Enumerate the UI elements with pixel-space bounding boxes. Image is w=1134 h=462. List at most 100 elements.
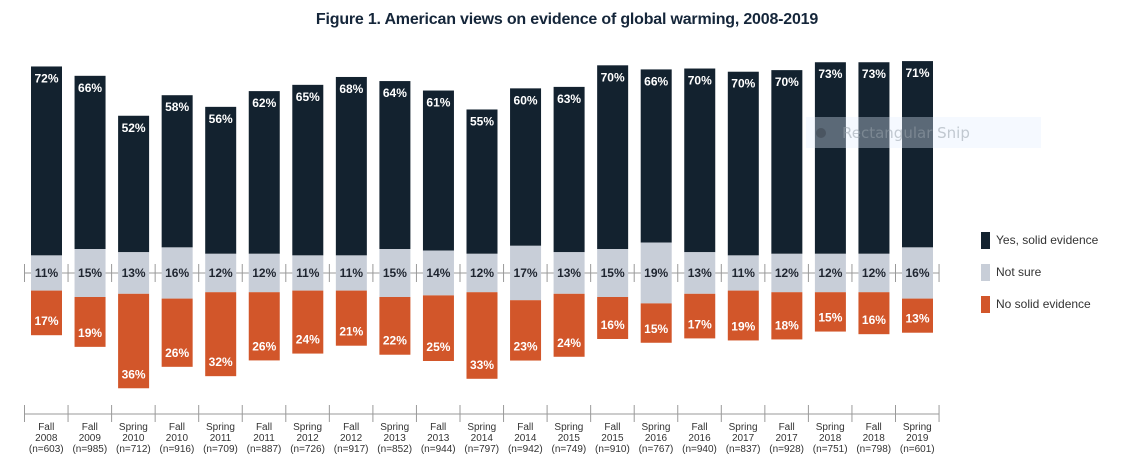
x-tick-label: (n=712) [116, 444, 151, 455]
data-label-not-sure: 11% [732, 266, 756, 280]
bar-not-sure [118, 252, 150, 294]
bar-no-solid-evidence [248, 292, 280, 361]
bar-yes-solid-evidence [74, 75, 106, 249]
bar-yes-solid-evidence [597, 65, 629, 249]
x-tick-label: (n=916) [160, 444, 195, 455]
x-tick-label: 2009 [79, 433, 102, 444]
x-tick-label: Spring [119, 422, 148, 433]
x-tick-label: (n=798) [856, 444, 891, 455]
bar-yes-solid-evidence [379, 81, 411, 250]
data-label-not-sure: 16% [905, 266, 929, 280]
data-label-no: 24% [557, 336, 581, 350]
data-label-no: 26% [165, 346, 189, 360]
data-label-not-sure: 13% [688, 266, 712, 280]
data-label-not-sure: 12% [209, 266, 233, 280]
rectangular-snip-tooltip[interactable]: Rectangular Snip [806, 117, 1041, 148]
data-label-no: 17% [688, 317, 712, 331]
data-label-yes: 58% [165, 100, 189, 114]
bar-no-solid-evidence [597, 297, 629, 339]
x-tick-label: Fall [256, 422, 272, 433]
x-tick-label: (n=837) [726, 444, 761, 455]
bar-no-solid-evidence [161, 298, 193, 367]
x-tick-label: 2014 [514, 433, 537, 444]
legend-label-no: No solid evidence [996, 297, 1091, 311]
data-label-no: 16% [862, 313, 886, 327]
data-label-yes: 72% [34, 71, 58, 85]
data-label-not-sure: 13% [122, 266, 146, 280]
bar-yes-solid-evidence [684, 68, 716, 253]
bar-no-solid-evidence [292, 290, 324, 354]
x-tick-label: Fall [343, 422, 359, 433]
bar-no-solid-evidence [205, 292, 237, 377]
data-label-not-sure: 11% [296, 266, 320, 280]
x-tick-label: Spring [903, 422, 932, 433]
bar-yes-solid-evidence [335, 76, 367, 256]
x-tick-label: Spring [293, 422, 322, 433]
bar-no-solid-evidence [727, 290, 759, 341]
x-tick-label: (n=887) [247, 444, 282, 455]
x-tick-label: 2015 [558, 433, 581, 444]
x-tick-label: 2017 [776, 433, 799, 444]
x-tick-label: (n=709) [203, 444, 238, 455]
x-tick-label: Fall [604, 422, 620, 433]
x-tick-label: 2018 [863, 433, 886, 444]
data-label-no: 18% [775, 318, 799, 332]
bar-yes-solid-evidence [422, 90, 454, 251]
data-label-no: 25% [426, 340, 450, 354]
x-tick-label: Fall [779, 422, 795, 433]
data-label-yes: 71% [905, 66, 929, 80]
bar-yes-solid-evidence [510, 88, 542, 246]
data-label-yes: 61% [426, 96, 450, 110]
data-label-not-sure: 12% [862, 266, 886, 280]
data-label-not-sure: 12% [775, 266, 799, 280]
chart-title: Figure 1. American views on evidence of … [315, 11, 819, 28]
bar-not-sure [902, 247, 933, 299]
bar-yes-solid-evidence [118, 115, 150, 253]
x-tick-label: (n=726) [290, 444, 325, 455]
bar-yes-solid-evidence [248, 91, 280, 254]
x-tick-label: 2015 [601, 433, 624, 444]
x-tick-label: 2016 [688, 433, 711, 444]
data-label-no: 19% [78, 326, 102, 340]
x-tick-label: 2011 [253, 433, 275, 444]
bar-not-sure [248, 253, 280, 293]
bar-not-sure [858, 253, 890, 293]
data-label-not-sure: 15% [601, 266, 625, 280]
bar-not-sure [335, 255, 367, 291]
x-tick-label: (n=917) [334, 444, 369, 455]
data-label-yes: 73% [818, 67, 842, 81]
bar-not-sure [379, 249, 411, 297]
data-label-not-sure: 13% [557, 266, 581, 280]
data-label-not-sure: 14% [426, 266, 450, 280]
x-tick-label: (n=601) [900, 444, 935, 455]
data-label-no: 22% [383, 334, 407, 348]
x-tick-label: 2012 [340, 433, 363, 444]
x-tick-label: 2017 [732, 433, 755, 444]
x-tick-label: 2008 [35, 433, 58, 444]
x-tick-label: (n=603) [29, 444, 64, 455]
x-tick-label: (n=797) [464, 444, 499, 455]
snip-mode-label: Rectangular Snip [842, 123, 970, 142]
x-tick-label: Spring [206, 422, 235, 433]
snip-mode-icon [816, 127, 826, 138]
bar-yes-solid-evidence [771, 70, 803, 254]
x-tick-label: (n=942) [508, 444, 543, 455]
data-label-no: 36% [122, 367, 146, 381]
data-label-no: 17% [34, 314, 58, 328]
x-tick-label: 2019 [906, 433, 929, 444]
data-label-yes: 70% [731, 77, 755, 91]
x-tick-label: 2012 [296, 433, 319, 444]
data-label-no: 33% [470, 358, 494, 372]
bar-yes-solid-evidence [553, 86, 585, 253]
legend-label-not-sure: Not sure [996, 265, 1042, 279]
bar-not-sure [510, 245, 542, 301]
x-tick-label: Spring [380, 422, 409, 433]
data-label-no: 26% [252, 339, 276, 353]
data-label-yes: 66% [78, 81, 102, 95]
bar-yes-solid-evidence [205, 106, 237, 254]
data-label-yes: 73% [862, 67, 886, 81]
x-tick-label: Fall [38, 422, 54, 433]
bar-yes-solid-evidence [814, 62, 846, 254]
data-label-no: 32% [209, 355, 233, 369]
data-label-yes: 65% [296, 90, 320, 104]
